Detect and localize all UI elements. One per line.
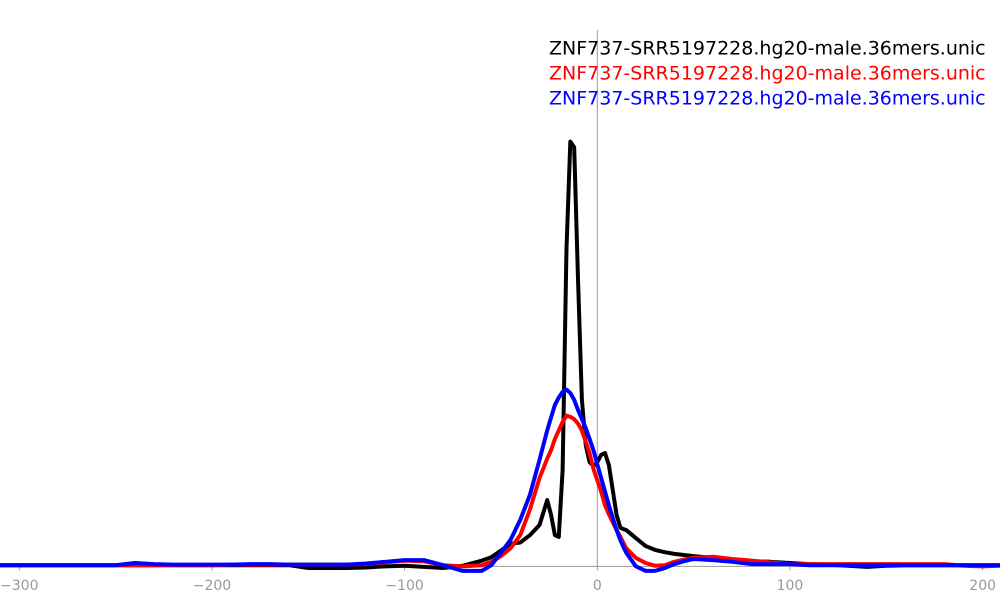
x-tick-label: −200 — [193, 578, 231, 594]
x-tick-label: 200 — [969, 578, 996, 594]
series-line — [0, 413, 1000, 569]
x-tick-label: 0 — [593, 578, 602, 594]
legend-entry: ZNF737-SRR5197228.hg20-male.36mers.unic — [549, 88, 986, 110]
series-line — [0, 139, 1000, 571]
series-line — [0, 387, 1000, 573]
x-tick-label: −100 — [385, 578, 423, 594]
legend-entry: ZNF737-SRR5197228.hg20-male.36mers.unic — [549, 38, 986, 60]
x-tick-label: 100 — [777, 578, 804, 594]
legend-entry: ZNF737-SRR5197228.hg20-male.36mers.unic — [549, 63, 986, 85]
x-tick-label: −300 — [0, 578, 38, 594]
